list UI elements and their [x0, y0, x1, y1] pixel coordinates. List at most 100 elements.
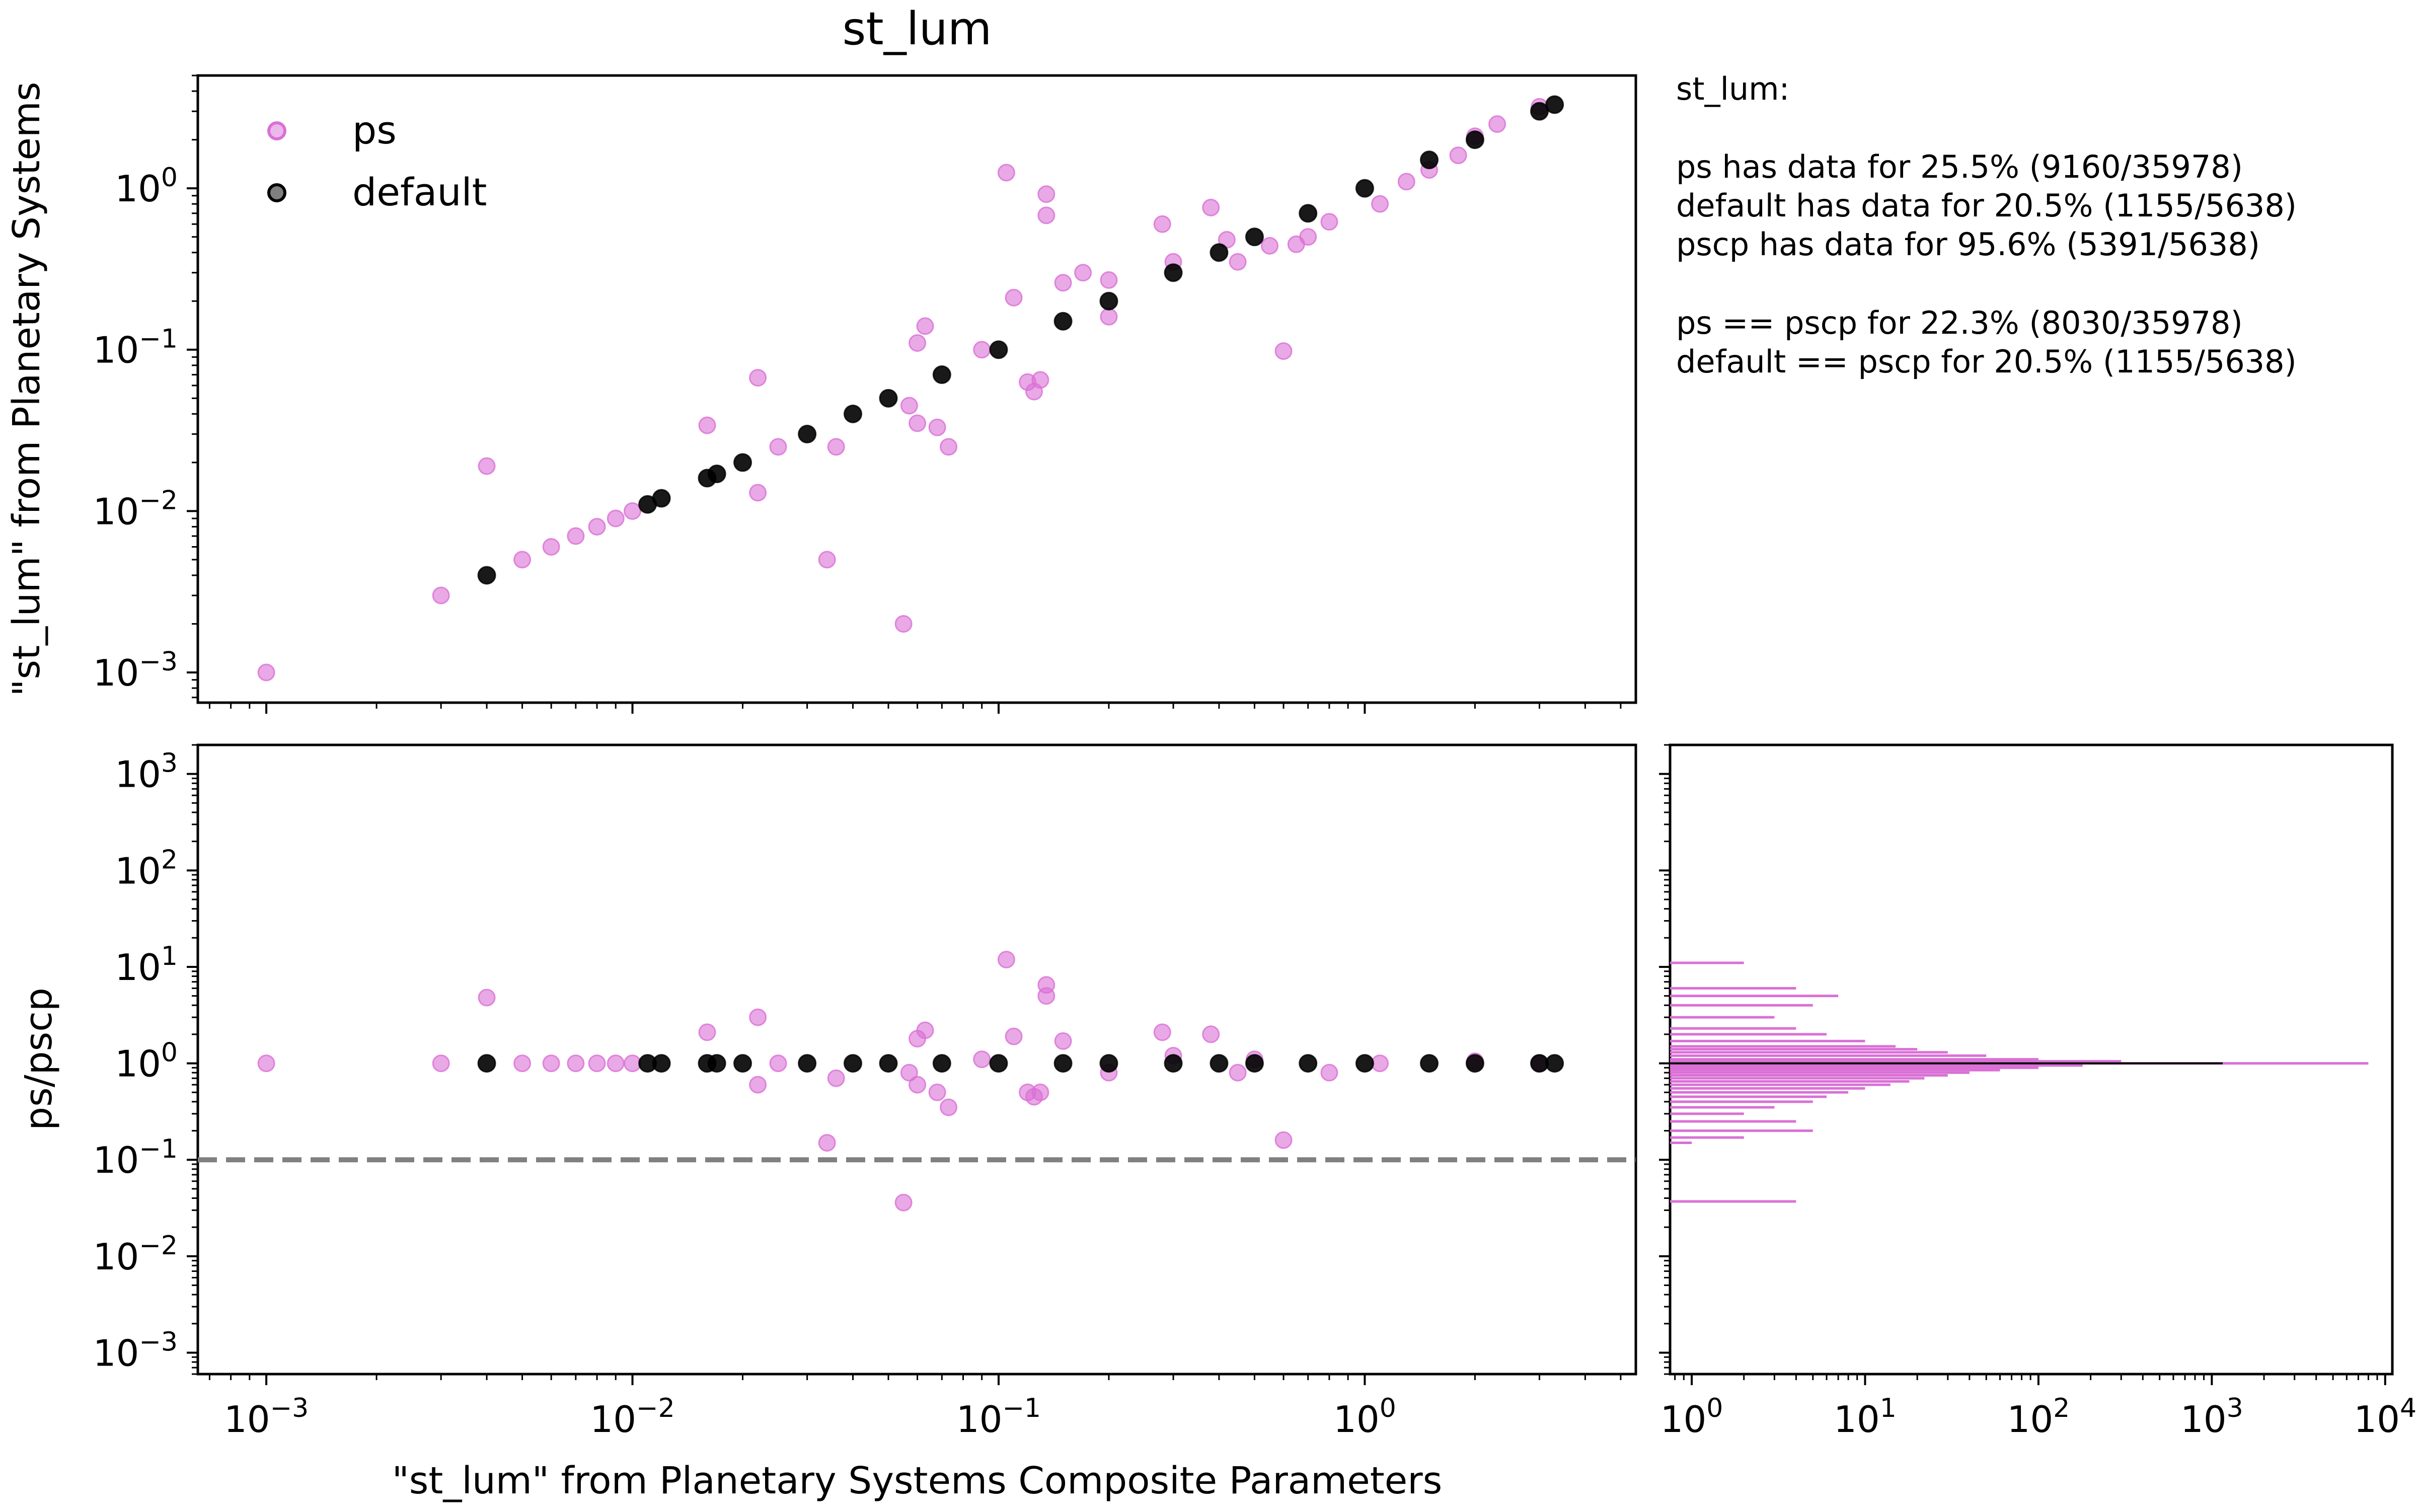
- data-point-ps: [1449, 146, 1467, 165]
- data-point-default: [1465, 1054, 1484, 1073]
- data-point-ps: [1054, 1032, 1072, 1050]
- data-point-default: [989, 340, 1008, 359]
- data-point-default: [1530, 102, 1549, 121]
- y-tick-label: 10−2: [93, 485, 178, 533]
- data-point-default: [1053, 312, 1073, 331]
- data-point-default: [844, 1054, 863, 1073]
- data-point-default: [477, 566, 496, 585]
- data-point-default: [1545, 1054, 1564, 1073]
- x-tick-label: 10−2: [590, 1393, 674, 1441]
- data-point-ps: [1397, 173, 1415, 191]
- data-point-ps: [1074, 264, 1092, 282]
- data-point-default: [844, 404, 863, 423]
- data-point-ps: [624, 1054, 642, 1073]
- data-point-ps: [818, 1133, 836, 1152]
- data-point-default: [477, 1054, 496, 1073]
- data-point-default: [1099, 291, 1118, 311]
- stats-line: default == pscp for 20.5% (1155/5638): [1676, 343, 2297, 380]
- data-point-default: [1245, 1054, 1264, 1073]
- data-point-ps: [997, 950, 1015, 968]
- data-point-ps: [749, 484, 767, 502]
- data-point-ps: [909, 414, 927, 432]
- x-tick-label: 100: [1660, 1393, 1723, 1441]
- data-point-default: [932, 365, 951, 384]
- data-point-ps: [1100, 271, 1118, 289]
- bottom-y-axis-label: ps/pscp: [17, 988, 60, 1130]
- data-point-ps: [909, 334, 927, 352]
- data-point-default: [652, 1054, 671, 1073]
- y-tick-label: 10−3: [93, 647, 178, 694]
- data-point-ps: [1371, 1054, 1389, 1073]
- data-point-ps: [478, 457, 496, 475]
- data-point-ps: [698, 1023, 716, 1041]
- data-point-default: [1299, 204, 1318, 223]
- data-point-ps: [749, 369, 767, 387]
- data-point-default: [1099, 1054, 1118, 1073]
- data-point-ps: [894, 1193, 913, 1212]
- data-point-ps: [432, 586, 450, 604]
- x-tick-label: 100: [1333, 1393, 1396, 1441]
- data-point-ps: [1371, 195, 1389, 213]
- data-point-ps: [1054, 274, 1072, 292]
- data-point-ps: [607, 509, 625, 527]
- data-point-ps: [1274, 342, 1293, 360]
- data-point-default: [1164, 263, 1183, 282]
- data-point-default: [652, 489, 671, 508]
- data-point-default: [1420, 1054, 1439, 1073]
- x-tick-label: 101: [1834, 1393, 1897, 1441]
- data-point-ps: [900, 397, 918, 415]
- data-point-ps: [827, 1069, 845, 1087]
- data-point-default: [798, 424, 817, 443]
- data-point-ps: [1031, 1083, 1049, 1101]
- data-point-ps: [900, 1064, 918, 1082]
- data-point-ps: [1299, 228, 1317, 246]
- data-point-ps: [997, 164, 1015, 182]
- x-tick-label: 102: [2007, 1393, 2070, 1441]
- data-point-ps: [1320, 213, 1338, 231]
- data-point-default: [1355, 179, 1374, 198]
- data-point-default: [733, 1054, 752, 1073]
- data-point-ps: [1153, 215, 1171, 233]
- data-point-ps: [1488, 115, 1506, 133]
- data-point-ps: [928, 1083, 946, 1101]
- data-point-ps: [894, 615, 913, 633]
- legend-marker-default: [267, 183, 286, 202]
- x-tick-label: 10−1: [956, 1393, 1041, 1441]
- data-point-default: [1210, 1054, 1229, 1073]
- data-point-default: [1420, 150, 1439, 170]
- bottom-plot-frame: [196, 743, 1637, 1376]
- stats-line: default has data for 20.5% (1155/5638): [1676, 187, 2297, 224]
- y-tick-label: 10−1: [93, 324, 178, 371]
- data-point-ps: [916, 317, 934, 335]
- stats-line: ps == pscp for 22.3% (8030/35978): [1676, 305, 2243, 341]
- data-point-ps: [1100, 308, 1118, 326]
- y-tick-label: 101: [115, 941, 178, 989]
- data-point-ps: [1261, 237, 1279, 255]
- data-point-default: [1545, 95, 1564, 114]
- stats-line: ps has data for 25.5% (9160/35978): [1676, 148, 2243, 185]
- data-point-ps: [1005, 1027, 1023, 1045]
- legend: ps default: [267, 108, 487, 214]
- data-point-ps: [1229, 1064, 1247, 1082]
- data-point-ps: [973, 341, 991, 359]
- y-tick-label: 103: [115, 748, 178, 796]
- data-point-default: [1053, 1054, 1073, 1073]
- data-point-ps: [928, 418, 946, 436]
- data-point-default: [707, 464, 726, 483]
- data-point-ps: [432, 1054, 450, 1073]
- data-point-ps: [257, 663, 275, 682]
- data-point-ps: [513, 551, 532, 569]
- top-scatter-layer: 10−3 10−2 10−1 100: [93, 74, 1622, 714]
- data-point-ps: [257, 1054, 275, 1073]
- data-point-ps: [567, 527, 585, 545]
- data-point-ps: [1037, 206, 1055, 224]
- legend-label-ps: ps: [352, 108, 397, 153]
- data-point-ps: [624, 502, 642, 520]
- data-point-ps: [542, 538, 560, 556]
- chart-title: st_lum: [843, 3, 992, 55]
- data-point-ps: [607, 1054, 625, 1073]
- data-point-ps: [1031, 371, 1049, 389]
- y-tick-label: 102: [115, 845, 178, 892]
- data-point-ps: [567, 1054, 585, 1073]
